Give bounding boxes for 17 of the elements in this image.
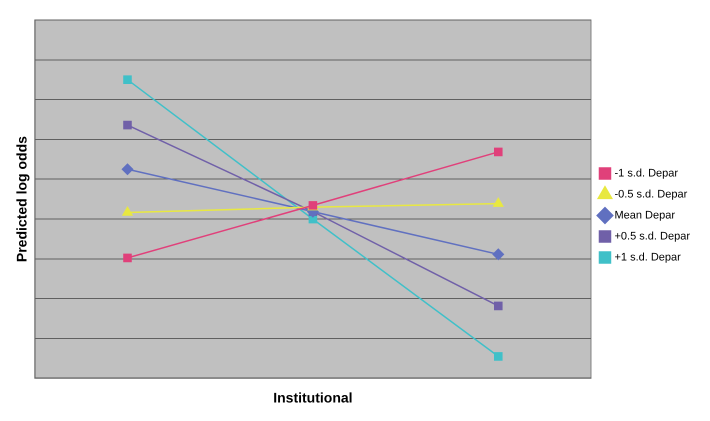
point	[492, 248, 504, 260]
legend-label: +1 s.d. Depar	[614, 252, 682, 264]
point	[123, 254, 132, 262]
point	[494, 302, 503, 310]
point	[494, 148, 503, 156]
x-axis-title: Institutional	[273, 389, 353, 406]
legend-label: Mean Depar	[614, 210, 676, 222]
point	[122, 206, 133, 216]
point	[123, 120, 132, 130]
point	[122, 164, 134, 175]
legend-label: -1 s.d. Depar	[614, 168, 678, 180]
y-axis-title: Predicted log odds	[13, 136, 30, 262]
point	[493, 198, 504, 207]
point	[123, 75, 132, 84]
legend-label: +0.5 s.d. Depar	[614, 230, 690, 243]
point	[494, 352, 503, 361]
legend-label: -0.5 s.d. Depar	[614, 188, 688, 201]
